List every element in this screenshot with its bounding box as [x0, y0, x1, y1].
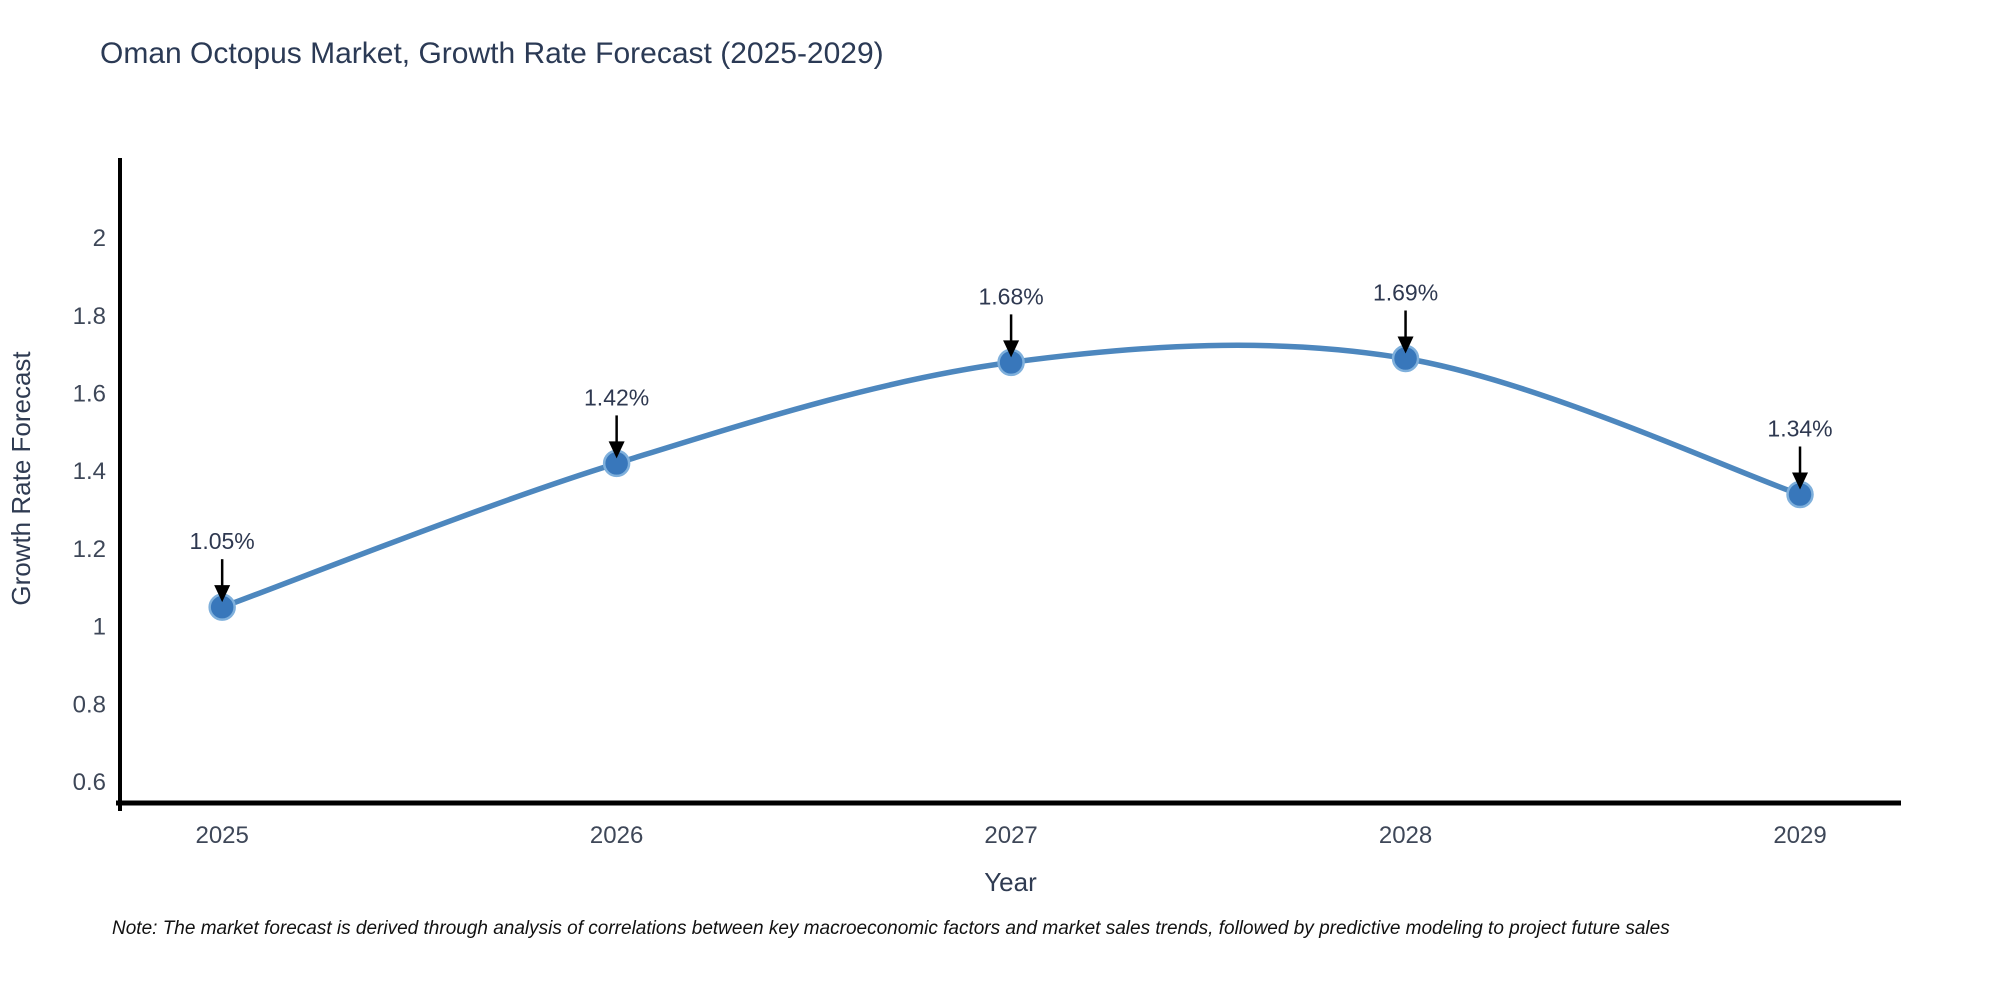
y-tick-label: 1 [93, 614, 106, 641]
annotation-label: 1.69% [1373, 279, 1438, 305]
annotation-arrowhead [608, 441, 625, 459]
y-tick-label: 0.6 [73, 769, 106, 796]
annotation-label: 1.68% [978, 283, 1043, 309]
y-tick-label: 2 [93, 225, 106, 252]
chart-note: Note: The market forecast is derived thr… [112, 918, 1670, 939]
y-tick-label: 1.2 [73, 536, 106, 563]
annotation-label: 1.05% [190, 528, 255, 554]
annotation-arrowhead [1397, 336, 1414, 354]
y-tick-label: 0.8 [73, 691, 106, 718]
annotation-arrowhead [1792, 472, 1809, 490]
line-series [219, 342, 1803, 610]
x-axis-title: Year [984, 867, 1037, 897]
y-tick-label: 1.4 [73, 458, 106, 485]
annotation-arrowhead [1003, 340, 1020, 358]
annotation-label: 1.42% [584, 384, 649, 410]
y-tick-label: 1.6 [73, 380, 106, 407]
x-tick-label: 2026 [590, 822, 643, 849]
y-axis-title: Growth Rate Forecast [6, 351, 36, 606]
x-tick-label: 2028 [1379, 822, 1432, 849]
x-tick-label: 2029 [1773, 822, 1826, 849]
y-tick-label: 1.8 [73, 303, 106, 330]
annotation-arrowhead [214, 585, 231, 603]
x-tick-label: 2025 [195, 822, 248, 849]
annotation-label: 1.34% [1767, 415, 1832, 441]
chart-title: Oman Octopus Market, Growth Rate Forecas… [100, 37, 884, 70]
x-tick-label: 2027 [984, 822, 1037, 849]
